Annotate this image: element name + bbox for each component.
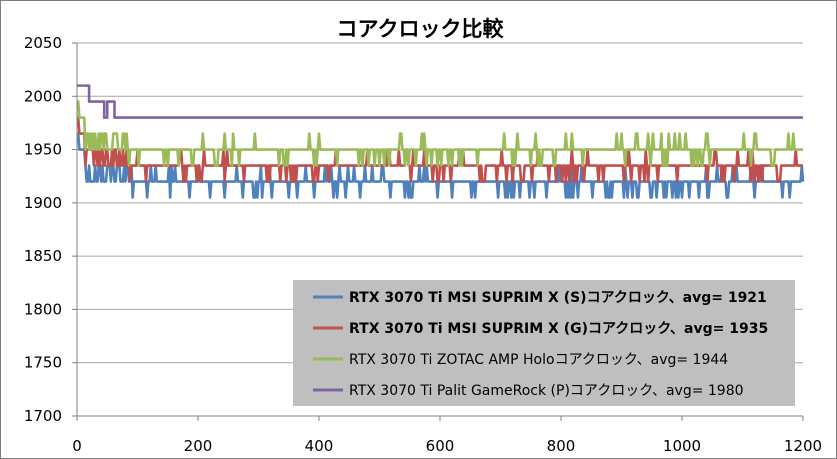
x-tick-label: 800 [547,437,576,455]
legend-label: RTX 3070 Ti ZOTAC AMP Holoコアクロック、avg= 19… [349,352,728,368]
legend-label: RTX 3070 Ti MSI SUPRIM X (S)コアクロック、avg= … [349,290,767,306]
x-tick-label: 1000 [663,437,701,455]
y-tick-label: 1700 [24,407,62,425]
legend-label: RTX 3070 Ti MSI SUPRIM X (G)コアクロック、avg= … [349,321,768,337]
y-tick-label: 1950 [24,141,62,159]
y-tick-label: 2000 [24,87,62,105]
y-tick-label: 1900 [24,194,62,212]
y-tick-label: 1850 [24,247,62,265]
series-line [77,84,803,119]
series-lines [76,84,805,199]
legend-box [293,280,795,406]
chart-title: コアクロック比較 [337,17,505,41]
series-line [76,100,804,167]
x-tick-label: 400 [305,437,334,455]
tick-labels: 2050 2000 1950 1900 1850 1800 1750 1700 0 200 400 6… [24,34,822,455]
x-tick-label: 0 [72,437,82,455]
y-tick-label: 2050 [24,34,62,52]
x-tick-label: 200 [184,437,213,455]
y-tick-label: 1800 [24,300,62,318]
legend-label: RTX 3070 Ti Palit GameRock (P)コアクロック、avg… [349,383,744,399]
x-tick-label: 600 [426,437,455,455]
x-tick-label: 1200 [784,437,822,455]
legend: RTX 3070 Ti MSI SUPRIM X (S)コアクロック、avg= … [293,280,795,406]
y-tick-label: 1750 [24,354,62,372]
